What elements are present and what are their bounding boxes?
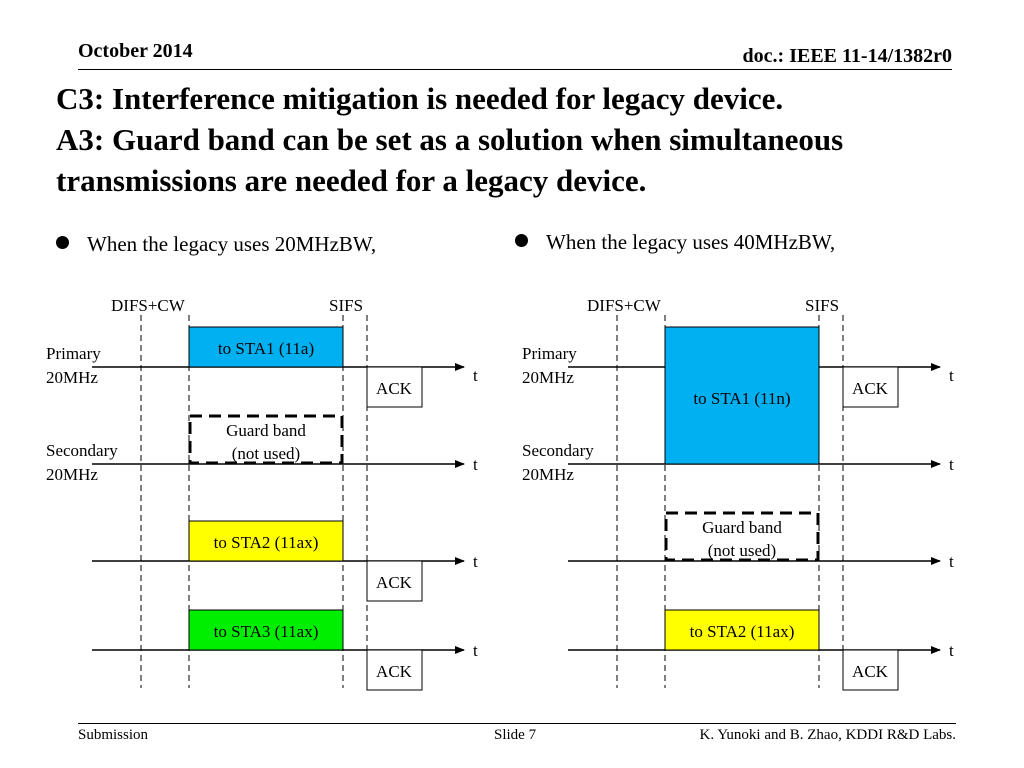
primary-channel-label: Primary: [522, 344, 577, 363]
sta3-frame: [188, 609, 344, 651]
sta2-frame: [664, 609, 820, 651]
title-line-3: transmissions are needed for a legacy de…: [56, 163, 647, 198]
sta1-40mhz-frame: [664, 326, 820, 465]
guard-band-box: [188, 414, 344, 465]
slide-title: C3: Interference mitigation is needed fo…: [56, 78, 986, 201]
title-line-2: A3: Guard band can be set as a solution …: [56, 122, 844, 157]
sifs-label: SIFS: [805, 296, 839, 315]
secondary-bandwidth-label: 20MHz: [46, 465, 98, 484]
ack-frame: [366, 366, 423, 408]
footer-authors: K. Yunoki and B. Zhao, KDDI R&D Labs.: [699, 727, 956, 743]
time-label: t: [949, 552, 954, 571]
footer-submission: Submission: [78, 727, 149, 743]
ack-label: ACK: [852, 379, 889, 398]
title-line-1: C3: Interference mitigation is needed fo…: [56, 81, 784, 116]
sta1-frame-label: to STA1 (11a): [218, 339, 314, 358]
sta3-frame-label: to STA3 (11ax): [214, 622, 319, 641]
sta1-frame: [188, 326, 344, 368]
ack-label: ACK: [376, 662, 413, 681]
sta2-frame-label: to STA2 (11ax): [214, 533, 319, 552]
guard-band-label: Guard band: [226, 421, 306, 440]
sta2-frame: [188, 520, 344, 562]
bullet-dot-icon: [56, 236, 69, 249]
footer-slide-number: Slide 7: [494, 727, 537, 743]
diagram-20mhz: DIFS+CW SIFS t t t t Primary 20MHz Secon…: [46, 296, 478, 691]
time-label: t: [473, 366, 478, 385]
guard-band-label: Guard band: [702, 518, 782, 537]
diagram-40mhz: DIFS+CW SIFS t t t t Primary 20MHz Secon…: [522, 296, 954, 691]
primary-channel-label: Primary: [46, 344, 101, 363]
time-label: t: [473, 455, 478, 474]
secondary-bandwidth-label: 20MHz: [522, 465, 574, 484]
ack-frame: [842, 366, 899, 408]
primary-bandwidth-label: 20MHz: [522, 368, 574, 387]
difs-cw-label: DIFS+CW: [111, 296, 186, 315]
guard-band-sublabel: (not used): [708, 541, 776, 560]
header-doc-id: doc.: IEEE 11-14/1382r0: [742, 45, 952, 67]
primary-bandwidth-label: 20MHz: [46, 368, 98, 387]
bullet-20mhz: When the legacy uses 20MHzBW,: [56, 232, 376, 257]
bullet-40mhz: When the legacy uses 40MHzBW,: [515, 230, 835, 255]
bullet-20mhz-text: When the legacy uses 20MHzBW,: [87, 232, 377, 256]
secondary-channel-label: Secondary: [522, 441, 594, 460]
time-label: t: [473, 552, 478, 571]
footer-rule: [78, 723, 956, 724]
difs-cw-label: DIFS+CW: [587, 296, 662, 315]
ack-label: ACK: [852, 662, 889, 681]
time-label: t: [949, 366, 954, 385]
guard-band-sublabel: (not used): [232, 444, 300, 463]
guard-band-box: [664, 511, 820, 562]
ack-frame: [842, 649, 899, 691]
ack-frame: [366, 649, 423, 691]
sta2-frame-label: to STA2 (11ax): [690, 622, 795, 641]
header-date: October 2014: [78, 40, 193, 62]
secondary-channel-label: Secondary: [46, 441, 118, 460]
time-label: t: [949, 455, 954, 474]
sta1-frame-label: to STA1 (11n): [693, 389, 790, 408]
ack-label: ACK: [376, 573, 413, 592]
header-rule: [78, 69, 952, 70]
ack-frame: [366, 560, 423, 602]
time-label: t: [473, 641, 478, 660]
sifs-label: SIFS: [329, 296, 363, 315]
bullet-40mhz-text: When the legacy uses 40MHzBW,: [546, 230, 836, 254]
time-label: t: [949, 641, 954, 660]
ack-label: ACK: [376, 379, 413, 398]
bullet-dot-icon: [515, 234, 528, 247]
